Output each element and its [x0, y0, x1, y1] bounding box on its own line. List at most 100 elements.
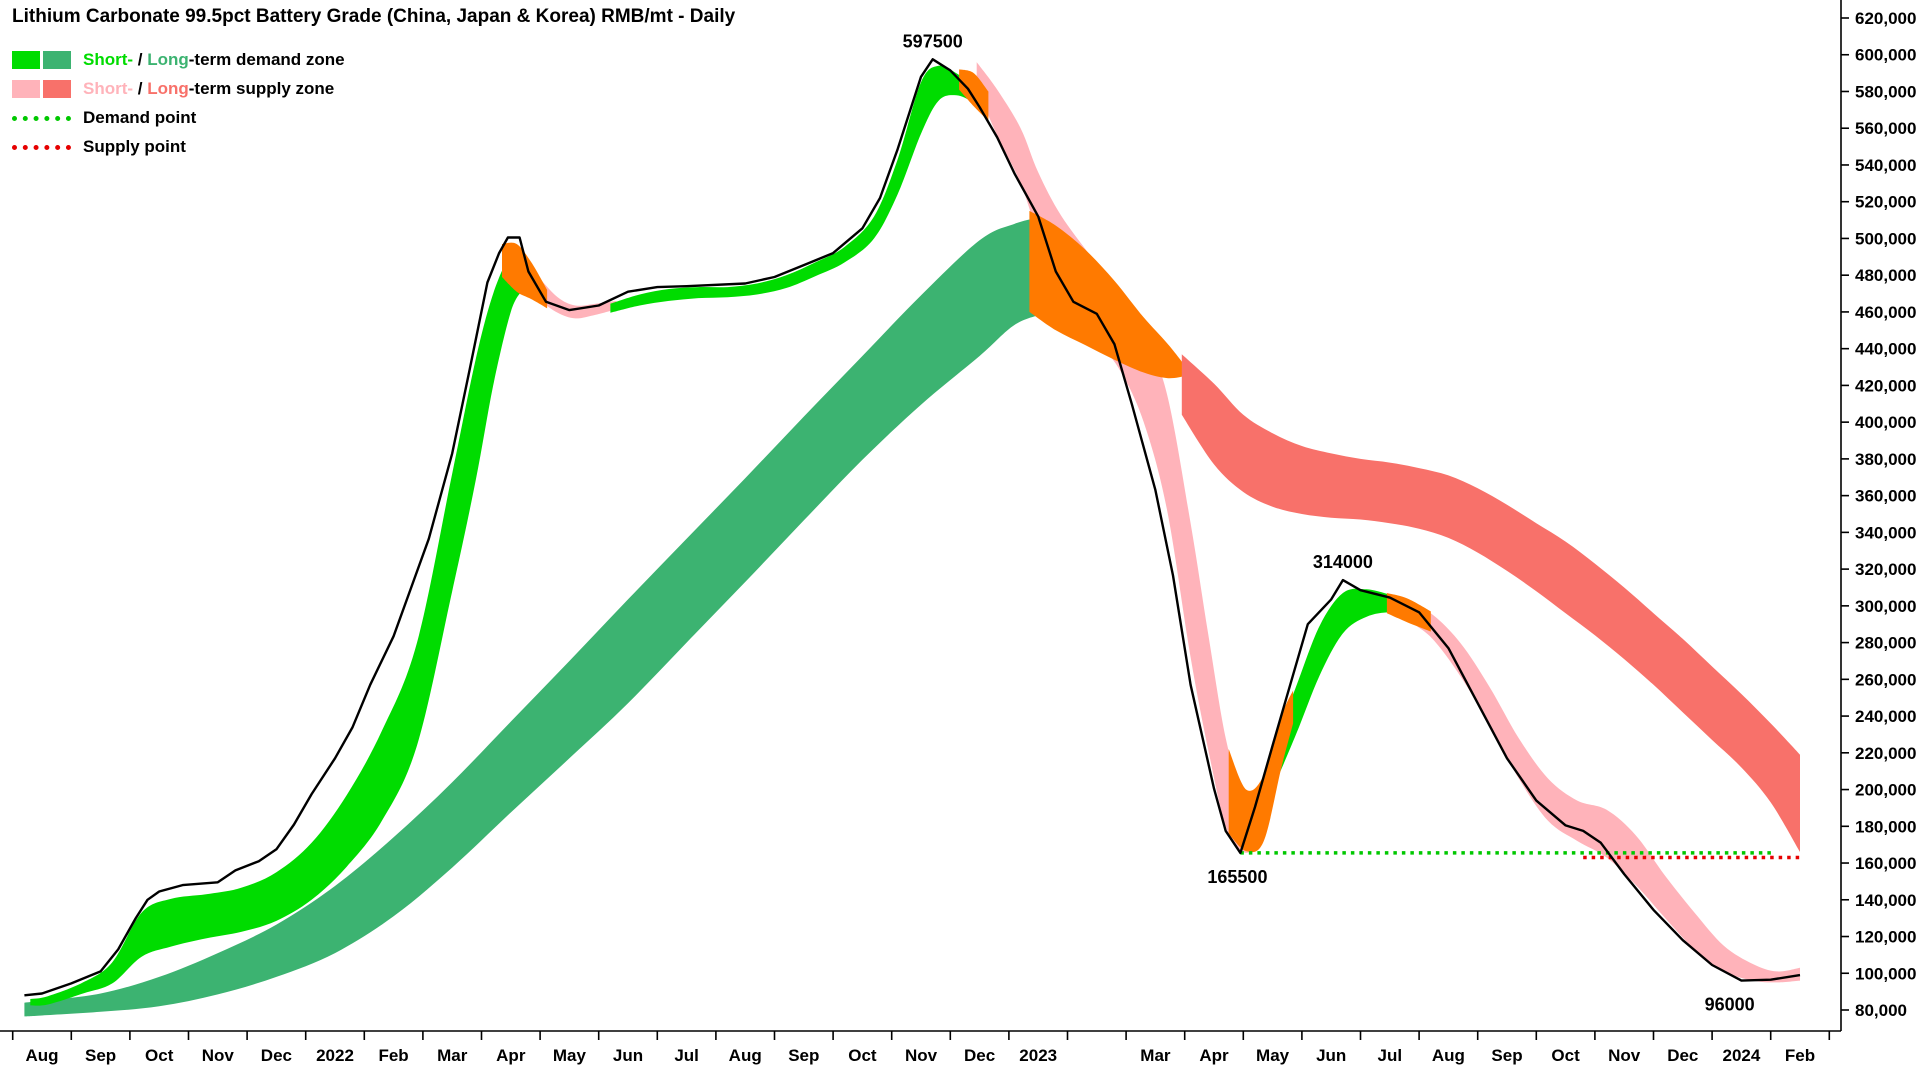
x-tick-label-Jun: Jun	[1316, 1046, 1346, 1065]
legend-row-supply-zone: Short- / Long-term supply zone	[12, 77, 345, 101]
y-tick-label: 420,000	[1855, 376, 1916, 395]
y-tick-label: 600,000	[1855, 46, 1916, 65]
y-tick-label: 300,000	[1855, 597, 1916, 616]
long-term-supply-zone	[1181, 354, 1800, 852]
supply-zone-long-text: Long	[147, 79, 189, 98]
legend-row-demand-zone: Short- / Long-term demand zone	[12, 48, 345, 72]
supply-point-line-sample	[12, 144, 71, 150]
annotation-314000: 314000	[1313, 552, 1373, 572]
supply-zone-rest-text: -term supply zone	[188, 79, 335, 98]
price-line	[24, 58, 1801, 997]
short-term-demand-zone-2022	[610, 65, 971, 313]
x-tick-label-Nov: Nov	[905, 1046, 938, 1065]
demand-zone-sep-text: /	[133, 50, 148, 69]
annotation-96000: 96000	[1705, 995, 1755, 1015]
x-tick-label-Dec: Dec	[1667, 1046, 1698, 1065]
x-tick-label-Mar: Mar	[1140, 1046, 1171, 1065]
legend-row-demand-point: Demand point	[12, 106, 345, 130]
chart-title: Lithium Carbonate 99.5pct Battery Grade …	[12, 6, 736, 27]
long-term-demand-swatch	[43, 51, 71, 69]
x-tick-label-Feb: Feb	[1785, 1046, 1815, 1065]
annotation-597500: 597500	[903, 31, 963, 51]
x-tick-label-May: May	[553, 1046, 587, 1065]
x-tick-label-Oct: Oct	[145, 1046, 174, 1065]
supply-zone-sep-text: /	[133, 79, 148, 98]
x-tick-label-Aug: Aug	[1432, 1046, 1465, 1065]
supply-point-label: Supply point	[83, 137, 186, 156]
y-tick-label: 200,000	[1855, 781, 1916, 800]
y-tick-label: 440,000	[1855, 340, 1916, 359]
annotation-165500: 165500	[1207, 867, 1267, 887]
demand-point-line-sample	[12, 115, 71, 121]
y-tick-label: 260,000	[1855, 670, 1916, 689]
y-tick-label: 240,000	[1855, 707, 1916, 726]
x-tick-label-Sep: Sep	[788, 1046, 819, 1065]
legend-row-supply-point: Supply point	[12, 135, 345, 159]
y-tick-label: 340,000	[1855, 523, 1916, 542]
y-tick-label: 400,000	[1855, 413, 1916, 432]
demand-zone-swatches	[12, 51, 71, 69]
x-tick-label-Sep: Sep	[1491, 1046, 1522, 1065]
zone-overlap-apr-2023-bottom	[1228, 690, 1294, 853]
y-tick-label: 80,000	[1855, 1001, 1907, 1020]
x-tick-label-Oct: Oct	[1551, 1046, 1580, 1065]
x-tick-label-May: May	[1256, 1046, 1290, 1065]
demand-point-label: Demand point	[83, 108, 197, 127]
x-tick-label-Apr: Apr	[496, 1046, 526, 1065]
x-tick-label-Apr: Apr	[1199, 1046, 1229, 1065]
y-tick-label: 480,000	[1855, 266, 1916, 285]
y-tick-label: 520,000	[1855, 193, 1916, 212]
x-tick-label-Jul: Jul	[1378, 1046, 1403, 1065]
y-tick-label: 280,000	[1855, 634, 1916, 653]
y-tick-label: 160,000	[1855, 854, 1916, 873]
short-term-demand-swatch	[12, 51, 40, 69]
y-tick-label: 540,000	[1855, 156, 1916, 175]
zone-overlap-jan-mar-2023	[1029, 210, 1185, 379]
short-term-demand-zone-rebound-2023	[1272, 588, 1411, 790]
supply-zone-short-text: Short-	[83, 79, 134, 98]
x-tick-label-2022: 2022	[316, 1046, 354, 1065]
y-tick-label: 560,000	[1855, 119, 1916, 138]
demand-zone-long-text: Long	[147, 50, 189, 69]
zone-overlap-apr-2022	[502, 242, 548, 309]
x-tick-label-Sep: Sep	[85, 1046, 116, 1065]
long-term-supply-swatch	[43, 80, 71, 98]
y-tick-label: 140,000	[1855, 891, 1916, 910]
demand-zone-label: Short- / Long-term demand zone	[83, 50, 345, 70]
x-tick-label-Dec: Dec	[964, 1046, 995, 1065]
legend: Short- / Long-term demand zone Short- / …	[12, 48, 345, 159]
y-tick-label: 380,000	[1855, 450, 1916, 469]
x-tick-label-Jul: Jul	[674, 1046, 699, 1065]
y-tick-label: 620,000	[1855, 9, 1916, 28]
x-tick-label-Jun: Jun	[613, 1046, 643, 1065]
x-tick-label-Aug: Aug	[729, 1046, 762, 1065]
x-tick-label-Dec: Dec	[261, 1046, 292, 1065]
demand-zone-rest-text: -term demand zone	[188, 50, 345, 69]
y-tick-label: 220,000	[1855, 744, 1916, 763]
y-tick-label: 180,000	[1855, 817, 1916, 836]
demand-zone-short-text: Short-	[83, 50, 134, 69]
long-term-demand-zone	[24, 216, 1045, 1017]
short-term-demand-zone-2021-22	[30, 252, 523, 1006]
x-tick-label-2023: 2023	[1019, 1046, 1057, 1065]
y-tick-label: 100,000	[1855, 964, 1916, 983]
y-tick-label: 120,000	[1855, 928, 1916, 947]
supply-zone-label: Short- / Long-term supply zone	[83, 79, 334, 99]
x-tick-label-Nov: Nov	[202, 1046, 235, 1065]
short-term-supply-zone-may-2022	[540, 278, 617, 319]
short-term-supply-swatch	[12, 80, 40, 98]
y-tick-label: 460,000	[1855, 303, 1916, 322]
x-tick-label-Oct: Oct	[848, 1046, 877, 1065]
x-tick-label-Mar: Mar	[437, 1046, 468, 1065]
x-tick-label-Aug: Aug	[25, 1046, 58, 1065]
x-tick-label-2024: 2024	[1722, 1046, 1760, 1065]
x-tick-label-Feb: Feb	[378, 1046, 408, 1065]
y-tick-label: 360,000	[1855, 487, 1916, 506]
y-tick-label: 320,000	[1855, 560, 1916, 579]
y-tick-label: 500,000	[1855, 229, 1916, 248]
y-tick-label: 580,000	[1855, 82, 1916, 101]
short-term-supply-zone-decline-2023-24	[1404, 600, 1800, 983]
supply-zone-swatches	[12, 80, 71, 98]
